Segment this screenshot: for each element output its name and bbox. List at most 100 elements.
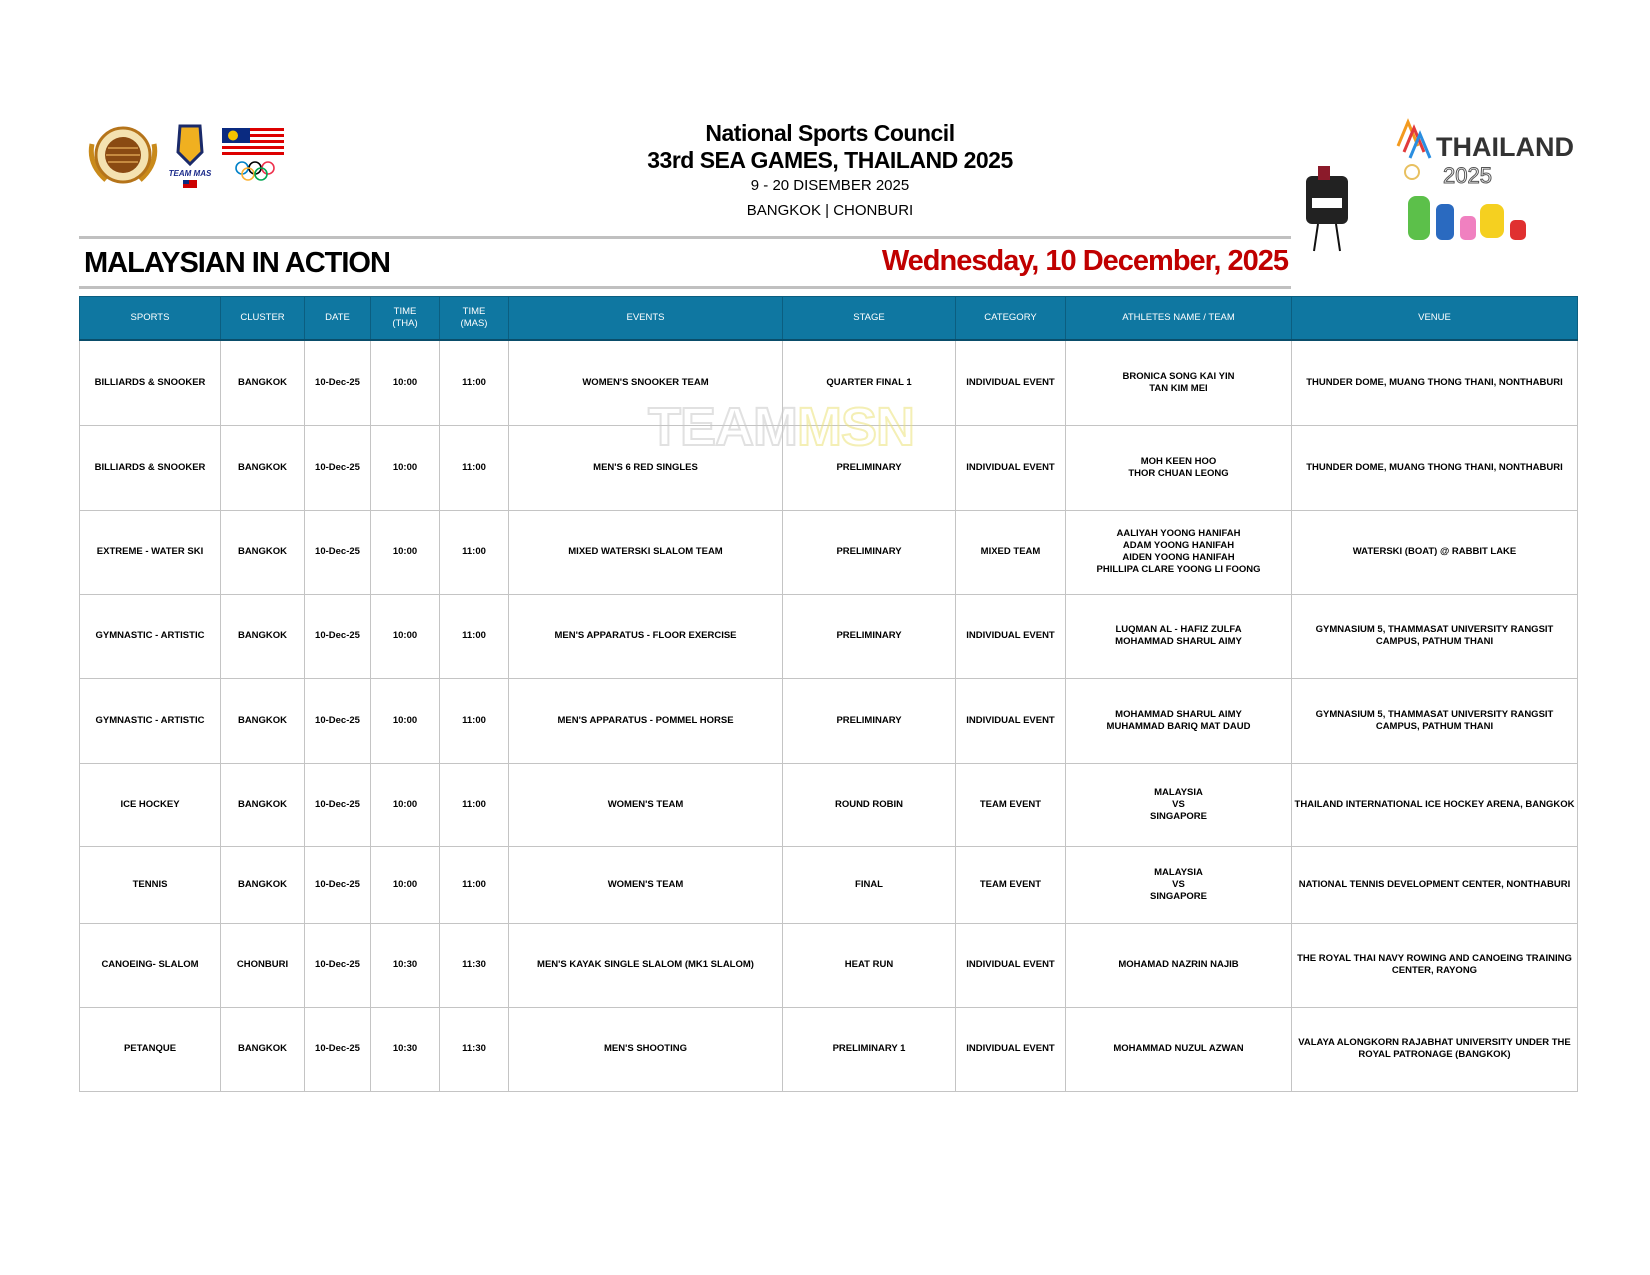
cell-time-tha: 10:00 bbox=[370, 762, 440, 847]
cell-cluster: BANGKOK bbox=[220, 339, 305, 426]
cell-category: INDIVIDUAL EVENT bbox=[955, 1006, 1066, 1092]
svg-text:THAILAND: THAILAND bbox=[1436, 132, 1574, 162]
team-mas-logo: TEAM MAS bbox=[166, 122, 214, 190]
cell-venue: THUNDER DOME, MUANG THONG THANI, NONTHAB… bbox=[1291, 339, 1578, 426]
column-header-events: EVENTS bbox=[508, 296, 783, 341]
cell-sports: ICE HOCKEY bbox=[79, 762, 221, 847]
column-header-sports: SPORTS bbox=[79, 296, 221, 341]
event-clusters: BANGKOK | CHONBURI bbox=[746, 202, 914, 219]
cell-time-mas: 11:00 bbox=[439, 845, 509, 924]
cell-time-mas: 11:30 bbox=[439, 922, 509, 1008]
cell-date: 10-Dec-25 bbox=[304, 509, 371, 595]
cell-time-tha: 10:00 bbox=[370, 593, 440, 679]
cell-venue: GYMNASIUM 5, THAMMASAT UNIVERSITY RANGSI… bbox=[1291, 677, 1578, 764]
cell-events: MEN'S 6 RED SINGLES bbox=[508, 424, 783, 511]
cell-stage: PRELIMINARY bbox=[782, 509, 956, 595]
banner-title: MALAYSIAN IN ACTION bbox=[84, 247, 391, 279]
cell-stage: QUARTER FINAL 1 bbox=[782, 339, 956, 426]
cell-time-tha: 10:30 bbox=[370, 1006, 440, 1092]
cell-time-mas: 11:00 bbox=[439, 593, 509, 679]
cell-sports: BILLIARDS & SNOOKER bbox=[79, 424, 221, 511]
column-header-time-tha: TIME (THA) bbox=[370, 296, 440, 341]
cell-venue: THAILAND INTERNATIONAL ICE HOCKEY ARENA,… bbox=[1291, 762, 1578, 847]
cell-category: INDIVIDUAL EVENT bbox=[955, 593, 1066, 679]
cell-athletes: MALAYSIA VS SINGAPORE bbox=[1065, 762, 1292, 847]
cell-stage: PRELIMINARY 1 bbox=[782, 1006, 956, 1092]
cell-category: INDIVIDUAL EVENT bbox=[955, 339, 1066, 426]
table-row: BILLIARDS & SNOOKER BANGKOK 10-Dec-25 10:00… bbox=[79, 339, 1578, 426]
cell-time-mas: 11:00 bbox=[439, 509, 509, 595]
cell-sports: EXTREME - WATER SKI bbox=[79, 509, 221, 595]
column-header-cluster: CLUSTER bbox=[220, 296, 305, 341]
cell-venue: GYMNASIUM 5, THAMMASAT UNIVERSITY RANGSI… bbox=[1291, 593, 1578, 679]
column-header-stage: STAGE bbox=[782, 296, 956, 341]
banner-date: Wednesday, 10 December, 2025 bbox=[881, 245, 1289, 277]
cell-athletes: MOHAMMAD NUZUL AZWAN bbox=[1065, 1006, 1292, 1092]
cell-category: INDIVIDUAL EVENT bbox=[955, 677, 1066, 764]
cell-athletes: AALIYAH YOONG HANIFAH ADAM YOONG HANIFAH… bbox=[1065, 509, 1292, 595]
cell-athletes: MOHAMMAD SHARUL AIMY MUHAMMAD BARIQ MAT … bbox=[1065, 677, 1292, 764]
column-header-time-mas: TIME (MAS) bbox=[439, 296, 509, 341]
cell-cluster: BANGKOK bbox=[220, 677, 305, 764]
cell-events: WOMEN'S TEAM bbox=[508, 762, 783, 847]
cell-stage: FINAL bbox=[782, 845, 956, 924]
top-divider bbox=[79, 236, 1291, 239]
cell-venue: THUNDER DOME, MUANG THONG THANI, NONTHAB… bbox=[1291, 424, 1578, 511]
table-row: TENNIS BANGKOK 10-Dec-25 10:00 11:00 WOMEN'S … bbox=[79, 845, 1578, 924]
event-dates: 9 - 20 DISEMBER 2025 bbox=[750, 177, 910, 194]
cell-time-tha: 10:30 bbox=[370, 922, 440, 1008]
cell-cluster: BANGKOK bbox=[220, 845, 305, 924]
cell-time-mas: 11:00 bbox=[439, 424, 509, 511]
org-title: National Sports Council bbox=[705, 120, 955, 146]
cell-date: 10-Dec-25 bbox=[304, 845, 371, 924]
cell-stage: PRELIMINARY bbox=[782, 424, 956, 511]
cell-events: MEN'S SHOOTING bbox=[508, 1006, 783, 1092]
cell-events: WOMEN'S SNOOKER TEAM bbox=[508, 339, 783, 426]
cell-events: MEN'S KAYAK SINGLE SLALOM (MK1 SLALOM) bbox=[508, 922, 783, 1008]
cell-category: TEAM EVENT bbox=[955, 762, 1066, 847]
cell-athletes: LUQMAN AL - HAFIZ ZULFA MOHAMMAD SHARUL … bbox=[1065, 593, 1292, 679]
cell-time-mas: 11:30 bbox=[439, 1006, 509, 1092]
table-row: PETANQUE BANGKOK 10-Dec-25 10:30 11:30 MEN'S … bbox=[79, 1006, 1578, 1092]
column-header-category: CATEGORY bbox=[955, 296, 1066, 341]
cell-athletes: MALAYSIA VS SINGAPORE bbox=[1065, 845, 1292, 924]
cell-category: INDIVIDUAL EVENT bbox=[955, 922, 1066, 1008]
cell-category: INDIVIDUAL EVENT bbox=[955, 424, 1066, 511]
event-title: 33rd SEA GAMES, THAILAND 2025 bbox=[647, 147, 1013, 173]
cell-events: MIXED WATERSKI SLALOM TEAM bbox=[508, 509, 783, 595]
cell-time-mas: 11:00 bbox=[439, 762, 509, 847]
cell-time-tha: 10:00 bbox=[370, 677, 440, 764]
cell-date: 10-Dec-25 bbox=[304, 677, 371, 764]
bottom-divider bbox=[79, 286, 1291, 289]
cell-sports: CANOEING- SLALOM bbox=[79, 922, 221, 1008]
cell-stage: HEAT RUN bbox=[782, 922, 956, 1008]
cell-venue: THE ROYAL THAI NAVY ROWING AND CANOEING … bbox=[1291, 922, 1578, 1008]
svg-text:2025: 2025 bbox=[1443, 163, 1492, 188]
table-row: EXTREME - WATER SKI BANGKOK 10-Dec-25 10:00… bbox=[79, 509, 1578, 595]
cell-cluster: BANGKOK bbox=[220, 1006, 305, 1092]
thailand-2025-logo: THAILAND 2025 bbox=[1298, 116, 1578, 256]
cell-date: 10-Dec-25 bbox=[304, 922, 371, 1008]
cell-time-tha: 10:00 bbox=[370, 339, 440, 426]
malaysia-flag-olympic-logo bbox=[222, 126, 284, 184]
cell-date: 10-Dec-25 bbox=[304, 593, 371, 679]
cell-events: MEN'S APPARATUS - POMMEL HORSE bbox=[508, 677, 783, 764]
cell-cluster: CHONBURI bbox=[220, 922, 305, 1008]
column-header-date: DATE bbox=[304, 296, 371, 341]
cell-time-mas: 11:00 bbox=[439, 677, 509, 764]
cell-sports: BILLIARDS & SNOOKER bbox=[79, 339, 221, 426]
cell-cluster: BANGKOK bbox=[220, 593, 305, 679]
cell-date: 10-Dec-25 bbox=[304, 1006, 371, 1092]
cell-date: 10-Dec-25 bbox=[304, 762, 371, 847]
cell-time-mas: 11:00 bbox=[439, 339, 509, 426]
table-row: GYMNASTIC - ARTISTIC BANGKOK 10-Dec-25 10:0… bbox=[79, 677, 1578, 764]
cell-sports: TENNIS bbox=[79, 845, 221, 924]
cell-category: MIXED TEAM bbox=[955, 509, 1066, 595]
cell-stage: ROUND ROBIN bbox=[782, 762, 956, 847]
cell-sports: PETANQUE bbox=[79, 1006, 221, 1092]
table-row: CANOEING- SLALOM CHONBURI 10-Dec-25 10:30 11… bbox=[79, 922, 1578, 1008]
table-row: ICE HOCKEY BANGKOK 10-Dec-25 10:00 11:00 WOME… bbox=[79, 762, 1578, 847]
cell-time-tha: 10:00 bbox=[370, 845, 440, 924]
cell-athletes: BRONICA SONG KAI YIN TAN KIM MEI bbox=[1065, 339, 1292, 426]
cell-category: TEAM EVENT bbox=[955, 845, 1066, 924]
